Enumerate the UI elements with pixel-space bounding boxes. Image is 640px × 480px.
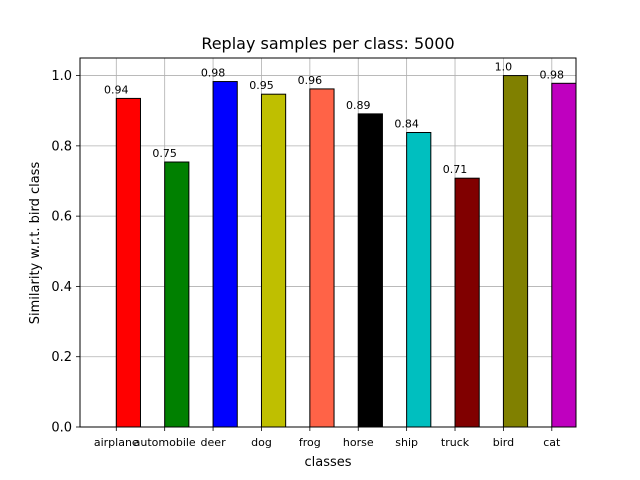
x-tick-label: frog: [299, 436, 321, 449]
x-tick-label: cat: [543, 436, 561, 449]
y-tick-label: 0.6: [51, 210, 72, 225]
x-tick-label: automobile: [134, 436, 196, 449]
x-tick-label: horse: [343, 436, 374, 449]
bar-cat: [551, 82, 577, 428]
bar-frog: [309, 88, 335, 428]
data-labels: 0.94 0.75 0.98 0.95 0.96 0.89 0.84 0.71 1.0 0.98: [104, 61, 564, 177]
x-axis-label: classes: [304, 455, 351, 470]
data-label: 0.94: [104, 83, 129, 96]
x-tick-label: truck: [441, 436, 470, 449]
data-label: 0.89: [346, 99, 371, 112]
y-axis-ticks: 0.0 0.2 0.4 0.6 0.8 1.0: [51, 69, 80, 436]
y-tick-label: 0.2: [51, 350, 72, 365]
data-label: 0.84: [394, 118, 419, 131]
bar-horse: [357, 113, 383, 428]
bar-bird: [502, 75, 529, 428]
data-label: 0.95: [249, 79, 274, 92]
x-tick-label: bird: [493, 436, 514, 449]
y-tick-label: 0.8: [51, 139, 72, 154]
bar-automobile: [164, 161, 190, 428]
bar-truck: [454, 177, 480, 428]
bars: [115, 75, 577, 428]
data-label: 1.0: [495, 61, 513, 74]
bar-dog: [260, 93, 287, 428]
bar-ship: [406, 132, 432, 428]
plot-frame: [79, 57, 577, 428]
y-axis-label: Similarity w.r.t. bird class: [28, 162, 43, 325]
chart-title: Replay samples per class: 5000: [201, 34, 454, 53]
x-tick-label: dog: [251, 436, 272, 449]
data-label: 0.96: [298, 74, 323, 87]
bar-airplane: [115, 97, 141, 428]
x-tick-label: deer: [201, 436, 227, 449]
data-label: 0.75: [152, 147, 177, 160]
bar-deer: [212, 81, 238, 428]
data-label: 0.71: [443, 163, 468, 176]
y-tick-label: 0.0: [51, 421, 72, 436]
data-label: 0.98: [201, 67, 226, 80]
x-tick-label: airplane: [94, 436, 139, 449]
y-tick-label: 0.4: [51, 280, 72, 295]
y-tick-label: 1.0: [51, 69, 72, 84]
data-label: 0.98: [540, 68, 565, 81]
x-tick-label: ship: [395, 436, 418, 449]
